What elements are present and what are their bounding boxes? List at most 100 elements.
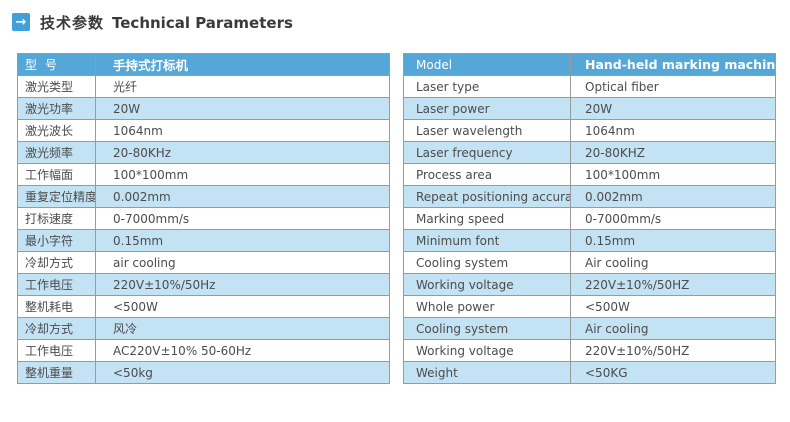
table-body: 激光类型 光纤 激光功率 20W 激光波长 1064nm 激光频率 20-80K… xyxy=(17,75,390,384)
table-row: Laser wavelength 1064nm xyxy=(403,119,776,142)
spec-label-cell: Weight xyxy=(403,361,571,384)
spec-value-cell: 220V±10%/50Hz xyxy=(95,273,390,296)
spec-label-cell: Laser type xyxy=(403,75,571,98)
spec-label-cell: Laser wavelength xyxy=(403,119,571,142)
spec-value-cell: 0.15mm xyxy=(570,229,776,252)
spec-label-cell: 激光类型 xyxy=(17,75,96,98)
table-row: 整机重量 <50kg xyxy=(17,361,390,384)
spec-tables: 型 号 手持式打标机 激光类型 光纤 激光功率 20W 激光波长 1064nm xyxy=(17,53,790,384)
spec-value-cell: 20W xyxy=(95,97,390,120)
table-row: Laser frequency 20-80KHZ xyxy=(403,141,776,164)
section-title: 技术参数 Technical Parameters xyxy=(40,12,293,33)
table-header-row: 型 号 手持式打标机 xyxy=(17,53,390,76)
table-row: 冷却方式 风冷 xyxy=(17,317,390,340)
spec-value-cell: 100*100mm xyxy=(570,163,776,186)
table-row: 重复定位精度 0.002mm xyxy=(17,185,390,208)
table-row: Cooling system Air cooling xyxy=(403,251,776,274)
spec-label-cell: 激光频率 xyxy=(17,141,96,164)
spec-value-cell: 20-80KHZ xyxy=(570,141,776,164)
spec-value-cell: 0-7000mm/s xyxy=(95,207,390,230)
spec-value-cell: <500W xyxy=(95,295,390,318)
spec-label-cell: 重复定位精度 xyxy=(17,185,96,208)
table-row: 工作电压 AC220V±10% 50-60Hz xyxy=(17,339,390,362)
spec-label-cell: 工作电压 xyxy=(17,339,96,362)
table-row: 激光类型 光纤 xyxy=(17,75,390,98)
table-row: 冷却方式 air cooling xyxy=(17,251,390,274)
spec-value-cell: <50KG xyxy=(570,361,776,384)
model-header-cell: 型 号 xyxy=(17,53,96,76)
table-row: Weight <50KG xyxy=(403,361,776,384)
spec-label-cell: Repeat positioning accuracy xyxy=(403,185,571,208)
spec-label-cell: 整机耗电 xyxy=(17,295,96,318)
spec-value-cell: 20-80KHz xyxy=(95,141,390,164)
spec-label-cell: 最小字符 xyxy=(17,229,96,252)
spec-label-cell: Whole power xyxy=(403,295,571,318)
table-row: Laser type Optical fiber xyxy=(403,75,776,98)
table-row: Minimum font 0.15mm xyxy=(403,229,776,252)
table-header-row: Model Hand-held marking machine xyxy=(403,53,776,76)
table-row: Cooling system Air cooling xyxy=(403,317,776,340)
table-row: 最小字符 0.15mm xyxy=(17,229,390,252)
spec-label-cell: Cooling system xyxy=(403,251,571,274)
table-row: 工作幅面 100*100mm xyxy=(17,163,390,186)
spec-label-cell: 冷却方式 xyxy=(17,317,96,340)
spec-value-cell: 光纤 xyxy=(95,75,390,98)
spec-table-chinese: 型 号 手持式打标机 激光类型 光纤 激光功率 20W 激光波长 1064nm xyxy=(17,53,390,384)
spec-label-cell: Working voltage xyxy=(403,273,571,296)
model-name-header-cell: 手持式打标机 xyxy=(95,53,390,76)
spec-value-cell: 0.15mm xyxy=(95,229,390,252)
section-title-zh: 技术参数 xyxy=(40,13,105,32)
spec-label-cell: 整机重量 xyxy=(17,361,96,384)
spec-value-cell: <50kg xyxy=(95,361,390,384)
spec-value-cell: 0.002mm xyxy=(570,185,776,208)
spec-value-cell: air cooling xyxy=(95,251,390,274)
table-row: Repeat positioning accuracy 0.002mm xyxy=(403,185,776,208)
spec-label-cell: 冷却方式 xyxy=(17,251,96,274)
section-title-en: Technical Parameters xyxy=(112,13,293,32)
spec-value-cell: 220V±10%/50HZ xyxy=(570,339,776,362)
table-row: 工作电压 220V±10%/50Hz xyxy=(17,273,390,296)
table-row: Marking speed 0-7000mm/s xyxy=(403,207,776,230)
spec-table-english: Model Hand-held marking machine Laser ty… xyxy=(403,53,776,384)
spec-label-cell: 工作电压 xyxy=(17,273,96,296)
spec-value-cell: 风冷 xyxy=(95,317,390,340)
arrow-right-icon: → xyxy=(12,13,30,31)
spec-value-cell: 1064nm xyxy=(570,119,776,142)
spec-label-cell: 激光功率 xyxy=(17,97,96,120)
spec-value-cell: 100*100mm xyxy=(95,163,390,186)
spec-label-cell: 激光波长 xyxy=(17,119,96,142)
spec-label-cell: Laser power xyxy=(403,97,571,120)
spec-value-cell: 0-7000mm/s xyxy=(570,207,776,230)
table-row: Working voltage 220V±10%/50HZ xyxy=(403,273,776,296)
spec-value-cell: <500W xyxy=(570,295,776,318)
spec-label-cell: 打标速度 xyxy=(17,207,96,230)
table-row: Laser power 20W xyxy=(403,97,776,120)
spec-value-cell: 20W xyxy=(570,97,776,120)
table-row: 整机耗电 <500W xyxy=(17,295,390,318)
model-name-header-cell: Hand-held marking machine xyxy=(570,53,776,76)
spec-value-cell: Air cooling xyxy=(570,317,776,340)
table-row: Whole power <500W xyxy=(403,295,776,318)
table-row: 激光频率 20-80KHz xyxy=(17,141,390,164)
spec-label-cell: 工作幅面 xyxy=(17,163,96,186)
spec-value-cell: 1064nm xyxy=(95,119,390,142)
table-row: 激光功率 20W xyxy=(17,97,390,120)
table-body: Laser type Optical fiber Laser power 20W… xyxy=(403,75,776,384)
table-row: Process area 100*100mm xyxy=(403,163,776,186)
table-row: Working voltage 220V±10%/50HZ xyxy=(403,339,776,362)
model-header-cell: Model xyxy=(403,53,571,76)
spec-value-cell: 220V±10%/50HZ xyxy=(570,273,776,296)
spec-label-cell: Cooling system xyxy=(403,317,571,340)
spec-value-cell: 0.002mm xyxy=(95,185,390,208)
table-row: 激光波长 1064nm xyxy=(17,119,390,142)
spec-value-cell: AC220V±10% 50-60Hz xyxy=(95,339,390,362)
spec-value-cell: Optical fiber xyxy=(570,75,776,98)
spec-label-cell: Minimum font xyxy=(403,229,571,252)
spec-label-cell: Marking speed xyxy=(403,207,571,230)
spec-label-cell: Process area xyxy=(403,163,571,186)
technical-parameters-section: → 技术参数 Technical Parameters 型 号 手持式打标机 激光… xyxy=(0,12,790,384)
table-row: 打标速度 0-7000mm/s xyxy=(17,207,390,230)
spec-label-cell: Working voltage xyxy=(403,339,571,362)
spec-value-cell: Air cooling xyxy=(570,251,776,274)
spec-label-cell: Laser frequency xyxy=(403,141,571,164)
